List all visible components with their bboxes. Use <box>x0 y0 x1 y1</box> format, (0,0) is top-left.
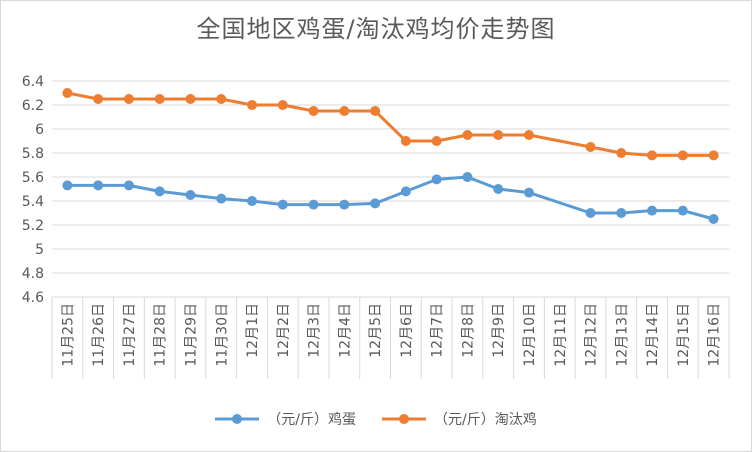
x-tick-label: 12月7日 <box>430 303 446 358</box>
x-tick-label: 12月11日 <box>553 303 569 367</box>
x-tick-label: 11月27日 <box>122 303 138 367</box>
y-tick-label: 5.4 <box>22 194 44 210</box>
data-point <box>154 94 165 104</box>
x-tick-label: 12月3日 <box>307 303 323 358</box>
data-point <box>308 199 319 210</box>
legend-item-hen: （元/斤）淘汰鸡 <box>382 409 537 429</box>
data-point <box>400 186 411 197</box>
y-tick-label: 5.2 <box>22 218 44 234</box>
data-point <box>185 94 196 104</box>
data-point <box>154 186 165 197</box>
data-point <box>93 94 104 104</box>
y-tick-label: 6.2 <box>22 98 44 114</box>
x-tick-label: 11月26日 <box>91 303 107 367</box>
x-tick-label: 12月10日 <box>522 303 538 367</box>
x-tick-label: 12月4日 <box>337 303 353 358</box>
x-tick-label: 12月5日 <box>368 303 384 358</box>
y-tick-label: 5.6 <box>22 170 44 186</box>
x-tick-label: 12月12日 <box>584 303 600 367</box>
data-point <box>247 196 258 206</box>
x-tick-label: 12月6日 <box>399 303 415 358</box>
legend: （元/斤）鸡蛋 （元/斤）淘汰鸡 <box>1 409 751 429</box>
x-tick-label: 12月1日 <box>245 303 261 358</box>
data-point <box>123 180 134 191</box>
x-tick-label: 12月13日 <box>614 303 630 367</box>
data-point <box>677 150 688 161</box>
legend-swatch-egg <box>215 414 260 424</box>
series-line-1 <box>67 91 714 157</box>
data-point <box>93 180 104 191</box>
data-point <box>493 130 504 140</box>
data-point <box>185 190 196 200</box>
data-point <box>523 130 534 140</box>
data-point <box>370 106 381 116</box>
data-point <box>216 193 227 204</box>
data-point <box>431 174 442 185</box>
x-tick-label: 12月2日 <box>276 303 292 358</box>
data-point <box>431 136 442 146</box>
data-point <box>339 199 350 210</box>
data-point <box>400 136 411 146</box>
data-point <box>370 198 381 209</box>
data-point <box>277 100 288 110</box>
x-tick-label: 12月16日 <box>707 303 723 367</box>
data-point <box>616 148 627 158</box>
x-tick-label: 11月25日 <box>60 303 76 367</box>
chart-title: 全国地区鸡蛋/淘汰鸡均价走势图 <box>196 15 556 43</box>
data-point <box>523 187 534 198</box>
x-tick-label: 12月9日 <box>491 303 507 358</box>
data-point <box>62 88 73 98</box>
data-point <box>62 180 73 191</box>
x-tick-label: 11月30日 <box>214 303 230 367</box>
data-point <box>462 172 473 182</box>
y-tick-label: 6.4 <box>22 74 44 90</box>
data-point <box>677 205 688 216</box>
y-tick-label: 4.6 <box>22 290 44 306</box>
legend-item-egg: （元/斤）鸡蛋 <box>215 409 356 429</box>
data-point <box>277 199 288 210</box>
data-point <box>493 184 504 194</box>
data-point <box>585 142 596 152</box>
data-point <box>647 205 658 216</box>
y-tick-label: 6 <box>35 122 44 138</box>
legend-label-hen: （元/斤）淘汰鸡 <box>434 412 537 428</box>
data-point <box>216 94 227 104</box>
x-tick-label: 11月28日 <box>153 303 169 367</box>
x-tick-label: 11月29日 <box>183 303 199 367</box>
y-tick-label: 5.8 <box>22 146 44 162</box>
data-point <box>616 208 627 218</box>
legend-swatch-hen <box>382 414 426 424</box>
data-point <box>247 100 258 110</box>
legend-label-egg: （元/斤）鸡蛋 <box>267 412 356 428</box>
data-point <box>339 106 350 116</box>
y-tick-label: 5 <box>35 242 44 258</box>
y-tick-label: 4.8 <box>22 266 44 282</box>
data-point <box>123 94 134 104</box>
data-point <box>462 130 473 140</box>
data-point <box>708 150 719 161</box>
x-tick-label: 12月14日 <box>645 303 661 367</box>
data-point <box>308 106 319 116</box>
x-tick-label: 12月8日 <box>460 303 476 358</box>
data-point <box>647 150 658 161</box>
data-point <box>708 214 719 224</box>
x-tick-label: 12月15日 <box>676 303 692 367</box>
data-point <box>585 208 596 218</box>
